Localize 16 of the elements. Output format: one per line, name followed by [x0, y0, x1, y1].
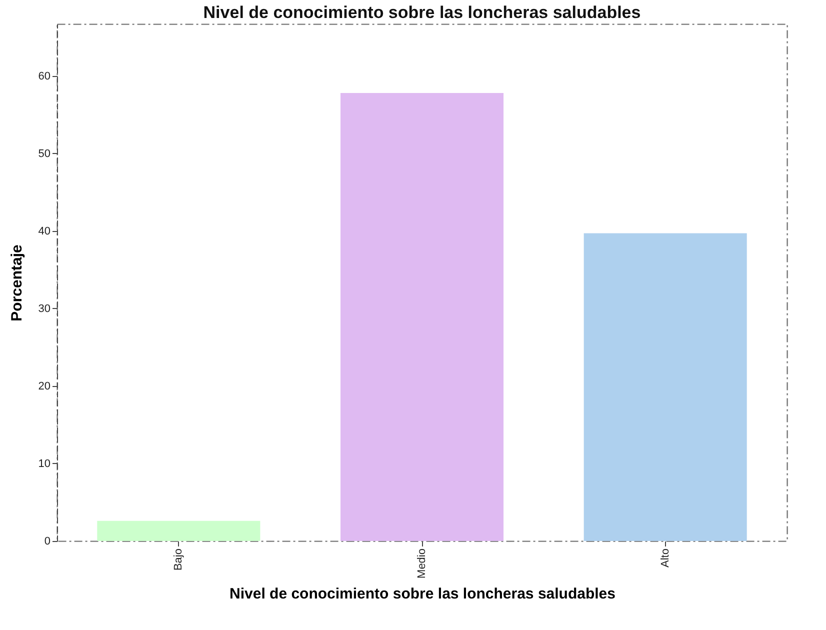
- y-tick-label: 50: [38, 148, 50, 160]
- y-tick-label: 60: [38, 70, 50, 82]
- x-tick-label: Bajo: [172, 548, 185, 571]
- y-axis-title: Porcentaje: [8, 244, 26, 322]
- bar: [584, 233, 747, 541]
- x-axis-title: Nivel de conocimiento sobre las loncheras saludables: [230, 585, 616, 602]
- y-tick-label: 10: [38, 458, 50, 470]
- bar: [340, 92, 504, 541]
- x-tick-label: Medio: [416, 548, 428, 578]
- y-tick-label: 40: [38, 225, 50, 238]
- bar: [97, 520, 260, 541]
- x-tick-label: Alto: [659, 548, 672, 568]
- chart-title: Nivel de conocimiento sobre las loncheras saludables: [203, 3, 641, 22]
- y-tick-label: 30: [38, 302, 50, 315]
- y-tick-label: 20: [38, 380, 50, 392]
- y-tick-label: 0: [44, 536, 50, 548]
